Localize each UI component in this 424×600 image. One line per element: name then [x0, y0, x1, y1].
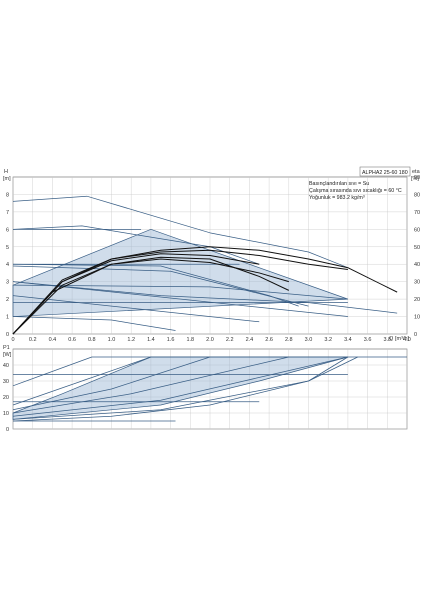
bottom-grid [12, 349, 408, 430]
eta-tick-label: 10 [414, 315, 420, 321]
h-tick-label: 6 [6, 227, 9, 233]
power-range-area [12, 356, 348, 420]
x-tick-label: 2.8 [285, 337, 293, 343]
eta-tick-label: 0 [414, 332, 417, 338]
x-tick-label: 1.8 [186, 337, 194, 343]
top-series-group [12, 195, 398, 335]
efficiency-curve [12, 253, 260, 335]
p1-tick-label: 30 [3, 379, 9, 385]
x-tick-label: 3.2 [324, 337, 332, 343]
head-curve [12, 281, 398, 314]
x-tick-label: 2.4 [246, 337, 254, 343]
p1-tick-label: 10 [3, 411, 9, 417]
h-tick-label: 7 [6, 210, 9, 216]
p1-tick-label: 0 [6, 427, 9, 433]
eta-tick-label: 40 [414, 262, 420, 268]
x-tick-label: 2.6 [265, 337, 273, 343]
eta-tick-label: 90 [414, 175, 420, 181]
h-tick-label: 2 [6, 297, 9, 303]
h-tick-label: 4 [6, 262, 9, 268]
x-tick-label: 1.0 [108, 337, 116, 343]
top-y-ticks: 0 1 2 3 4 5 6 7 8 [6, 192, 9, 338]
power-curve [12, 356, 152, 406]
chart-title: ALPHA2 25-60 180 [362, 170, 408, 176]
x-tick-label: 3.0 [305, 337, 313, 343]
efficiency-curve [12, 256, 290, 335]
x-tick-label: 3.8 [383, 337, 391, 343]
top-y2-ticks: 0 10 20 30 40 50 60 70 80 90 [414, 175, 420, 338]
p1-axis-label: P1 [3, 345, 10, 351]
head-curve [12, 265, 309, 307]
legend-box: ALPHA2 25-60 180 Basınçlandırılan sıvı =… [309, 166, 411, 201]
legend-line-temperature: Çalışma sırasında sıvı sıcaklığı = 60 °C [309, 188, 402, 194]
x-tick-label: 4.0 [403, 337, 411, 343]
power-curve [12, 356, 348, 417]
efficiency-curve [12, 249, 348, 335]
x-tick-label: 3.6 [364, 337, 372, 343]
eta-tick-label: 50 [414, 245, 420, 251]
x-tick-label: 1.6 [167, 337, 175, 343]
eta-axis-unit: [%] [411, 176, 419, 182]
power-curve [12, 356, 211, 411]
eta-axis-label: eta [412, 169, 421, 175]
power-chart: 0 10 20 30 40 P1 [W] [3, 345, 408, 433]
head-curve [12, 281, 348, 317]
top-grid [12, 177, 408, 335]
efficiency-curve [12, 246, 398, 335]
h-tick-label: 3 [6, 280, 9, 286]
x-tick-label: 0.2 [29, 337, 37, 343]
bottom-y-ticks: 0 10 20 30 40 [3, 363, 9, 433]
x-tick-label: 2.0 [206, 337, 214, 343]
x-tick-label: 1.2 [127, 337, 135, 343]
x-tick-label: 0.8 [88, 337, 96, 343]
h-axis-label: H [4, 169, 8, 175]
top-x-ticks: 0 0.2 0.4 0.6 0.8 1.0 1.2 1.4 1.6 1.8 2.0 2.2 2.4 2.6… [11, 337, 410, 343]
head-curve [12, 225, 260, 265]
power-curve [12, 356, 407, 387]
power-curve [12, 356, 289, 414]
bottom-series-group [12, 356, 407, 422]
legend-line-fluid: Basınçlandırılan sıvı = Su [309, 181, 369, 187]
eta-tick-label: 70 [414, 210, 420, 216]
power-curve [12, 356, 349, 420]
power-curve [12, 356, 358, 422]
p1-axis-unit: [W] [3, 352, 12, 358]
head-curve [12, 295, 260, 323]
h-tick-label: 8 [6, 192, 9, 198]
head-curve [12, 195, 349, 269]
head-efficiency-chart: 0 0.2 0.4 0.6 0.8 1.0 1.2 1.4 1.6 1.8 2.0 2.2 2.4 2.6… [3, 166, 421, 343]
eta-tick-label: 60 [414, 227, 420, 233]
eta-tick-label: 80 [414, 192, 420, 198]
head-curve [12, 316, 176, 331]
title-box [359, 166, 411, 177]
legend-line-density: Yoğunluk = 983.2 kg/m³ [309, 195, 365, 201]
eta-tick-label: 30 [414, 280, 420, 286]
bottom-shaded-region [12, 356, 348, 420]
x-tick-label: 0.6 [68, 337, 76, 343]
x-tick-label: 3.4 [344, 337, 352, 343]
q-axis-label: Q [389, 336, 394, 342]
eta-tick-label: 20 [414, 297, 420, 303]
x-tick-label: 0.4 [49, 337, 57, 343]
x-tick-label: 2.2 [226, 337, 234, 343]
p1-tick-label: 20 [3, 395, 9, 401]
h-axis-unit: [m] [3, 176, 11, 182]
h-tick-label: 0 [6, 332, 9, 338]
p1-tick-label: 40 [3, 363, 9, 369]
q-axis-unit: [m³/h] [395, 336, 410, 342]
head-curve [12, 284, 348, 300]
x-tick-label: 1.4 [147, 337, 155, 343]
x-tick-label: 0 [11, 337, 14, 343]
efficiency-curve [12, 258, 289, 335]
h-tick-label: 1 [6, 315, 9, 321]
h-tick-label: 5 [6, 245, 9, 251]
head-curve [12, 263, 299, 307]
